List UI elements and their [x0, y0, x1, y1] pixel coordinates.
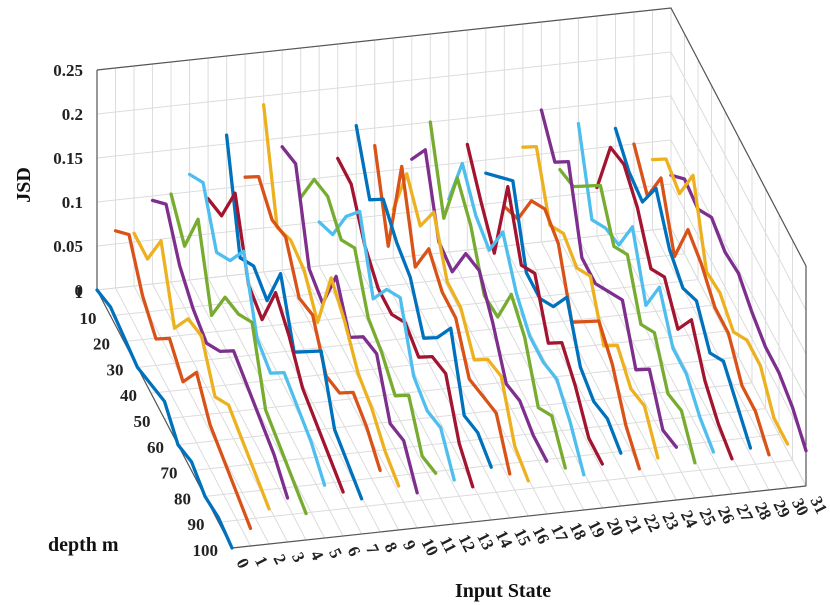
series-layer: [95, 103, 808, 550]
y-tick-label: 40: [120, 386, 137, 405]
grid-y-line: [191, 188, 766, 472]
series-line-state-15: [373, 143, 512, 476]
series-line-state-7: [224, 133, 364, 501]
x-axis-title: Input State: [455, 580, 551, 602]
series-line-state-20: [465, 142, 604, 466]
x-tick-label: 10: [418, 535, 443, 559]
y-tick-label: 70: [161, 464, 178, 483]
series-line-state-27: [595, 145, 734, 461]
series-line-state-4: [169, 192, 308, 516]
x-axis-line: [231, 485, 807, 549]
series-line-state-3: [150, 198, 290, 500]
x-tick-label: 5: [325, 545, 346, 561]
y-tick-label: 30: [107, 360, 124, 379]
z-axis-title: JSD: [13, 167, 35, 203]
x-tick-label: 15: [510, 525, 535, 549]
z-tick-label: 0.1: [62, 193, 83, 212]
x-tick-label: 9: [399, 537, 420, 553]
series-line-state-5: [187, 172, 327, 487]
x-tick-label: 18: [566, 519, 591, 543]
series-line-state-16: [391, 172, 530, 483]
x-tick-label: 31: [806, 493, 830, 517]
y-tick-label: 10: [80, 309, 97, 328]
x-tick-label: 1: [251, 553, 272, 569]
x-tick-label: 30: [788, 495, 813, 519]
series-line-state-6: [206, 191, 345, 494]
y-tick-label: 20: [93, 335, 110, 354]
grid-layer: [96, 7, 807, 549]
x-tick-label: 23: [658, 509, 683, 533]
z-tick-label: 0.2: [62, 105, 83, 124]
y-tick-label: 1: [75, 283, 84, 302]
series-line-state-26: [576, 121, 716, 454]
grid-y-line: [177, 162, 753, 446]
x-tick-label: 20: [603, 515, 628, 539]
x-tick-label: 7: [362, 541, 383, 558]
series-line-state-8: [243, 174, 382, 473]
series-line-state-28: [613, 126, 753, 450]
x-tick-label: 14: [492, 527, 517, 551]
grid-y-line: [150, 111, 726, 394]
z-tick-label: 0.05: [53, 237, 83, 256]
series-line-state-21: [484, 171, 623, 455]
series-line-state-11: [299, 177, 438, 475]
x-tick-label: 27: [732, 501, 757, 525]
x-tick-label: 3: [288, 549, 309, 565]
z-tick-label: 0: [75, 281, 84, 300]
x-tick-label: 2: [269, 551, 290, 567]
x-tick-label: 19: [584, 517, 609, 541]
series-line-state-2: [132, 231, 271, 511]
series-line-state-18: [428, 120, 567, 470]
series-line-state-24: [539, 108, 679, 449]
x-tick-label: 13: [473, 529, 498, 553]
x-tick-label: 8: [381, 539, 402, 555]
series-line-state-29: [632, 142, 771, 457]
x-tick-label: 21: [621, 513, 646, 537]
series-line-state-19: [447, 161, 586, 477]
tick-layer: 00.050.10.150.20.25110203040506070809010…: [53, 61, 830, 571]
y-tick-label: 90: [188, 515, 205, 534]
series-line-state-30: [650, 157, 790, 446]
y-tick-label: 60: [147, 438, 164, 457]
x-tick-label: 28: [751, 499, 776, 523]
grid-y-line: [110, 33, 685, 317]
grid-y-line: [231, 266, 807, 549]
x-tick-label: 11: [436, 533, 460, 556]
x-tick-label: 0: [232, 555, 253, 571]
x-tick-label: 24: [677, 507, 702, 531]
y-axis-title: depth m: [48, 534, 119, 556]
x-tick-label: 25: [695, 505, 720, 529]
x-tick-label: 17: [547, 521, 572, 545]
grid-y-line: [218, 240, 793, 523]
series-line-state-14: [354, 123, 493, 469]
x-tick-label: 26: [714, 503, 739, 527]
grid-y-line: [137, 85, 712, 368]
series-line-state-25: [558, 167, 697, 465]
y-tick-label: 50: [134, 412, 151, 431]
series-line-state-0: [95, 288, 234, 550]
series-line-state-12: [317, 209, 456, 482]
x-tick-label: 4: [307, 547, 328, 564]
x-tick-label: 6: [344, 543, 365, 559]
series-line-state-31: [669, 173, 808, 453]
z-tick-label: 0.25: [53, 61, 83, 80]
x-tick-label: 16: [529, 523, 554, 547]
series-line-state-23: [521, 144, 660, 460]
y-tick-label: 100: [193, 541, 219, 560]
x-tick-label: 12: [455, 531, 480, 555]
x-tick-label: 29: [769, 497, 794, 521]
x-tick-label: 22: [640, 511, 665, 535]
z-tick-label: 0.15: [53, 149, 83, 168]
y-tick-label: 80: [174, 489, 191, 508]
series-line-state-1: [113, 229, 253, 531]
axis-frame: [96, 7, 807, 486]
